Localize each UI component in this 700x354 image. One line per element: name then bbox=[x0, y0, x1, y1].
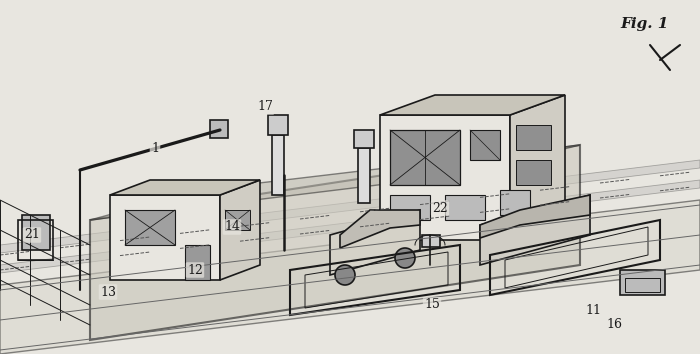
Bar bbox=[125, 210, 175, 245]
Polygon shape bbox=[0, 200, 700, 354]
Polygon shape bbox=[380, 115, 510, 240]
Polygon shape bbox=[380, 95, 565, 115]
Polygon shape bbox=[90, 145, 580, 220]
Bar bbox=[268, 115, 288, 135]
Text: 13: 13 bbox=[100, 285, 116, 298]
Bar bbox=[354, 130, 374, 148]
Text: 15: 15 bbox=[424, 298, 440, 312]
Bar bbox=[470, 130, 500, 160]
Polygon shape bbox=[110, 180, 260, 195]
Bar bbox=[390, 130, 460, 185]
Bar bbox=[422, 235, 440, 247]
Bar bbox=[358, 148, 370, 203]
Bar bbox=[185, 245, 210, 280]
Bar bbox=[272, 135, 284, 195]
Text: 17: 17 bbox=[257, 101, 273, 114]
Bar bbox=[210, 120, 228, 138]
Bar bbox=[225, 210, 250, 230]
Bar bbox=[445, 195, 485, 220]
Text: Fig. 1: Fig. 1 bbox=[620, 17, 668, 31]
Bar bbox=[625, 278, 660, 292]
Circle shape bbox=[335, 265, 355, 285]
Text: 16: 16 bbox=[606, 319, 622, 331]
Bar bbox=[620, 270, 665, 295]
Bar bbox=[516, 125, 551, 150]
Text: 1: 1 bbox=[151, 142, 159, 154]
Bar bbox=[500, 190, 530, 215]
Polygon shape bbox=[480, 195, 590, 265]
Text: 11: 11 bbox=[585, 303, 601, 316]
Polygon shape bbox=[90, 145, 580, 340]
Bar bbox=[390, 195, 430, 220]
Polygon shape bbox=[510, 95, 565, 240]
Polygon shape bbox=[0, 160, 700, 253]
Polygon shape bbox=[0, 180, 700, 273]
Bar bbox=[22, 215, 50, 250]
Text: 12: 12 bbox=[187, 263, 203, 276]
Bar bbox=[18, 220, 53, 260]
Text: 14: 14 bbox=[224, 221, 240, 234]
Text: 22: 22 bbox=[432, 201, 448, 215]
Polygon shape bbox=[220, 180, 260, 280]
Circle shape bbox=[395, 248, 415, 268]
Polygon shape bbox=[330, 210, 420, 275]
Polygon shape bbox=[110, 195, 220, 280]
Polygon shape bbox=[480, 195, 590, 238]
Polygon shape bbox=[340, 210, 420, 248]
Text: 21: 21 bbox=[24, 228, 40, 241]
Bar bbox=[516, 160, 551, 185]
